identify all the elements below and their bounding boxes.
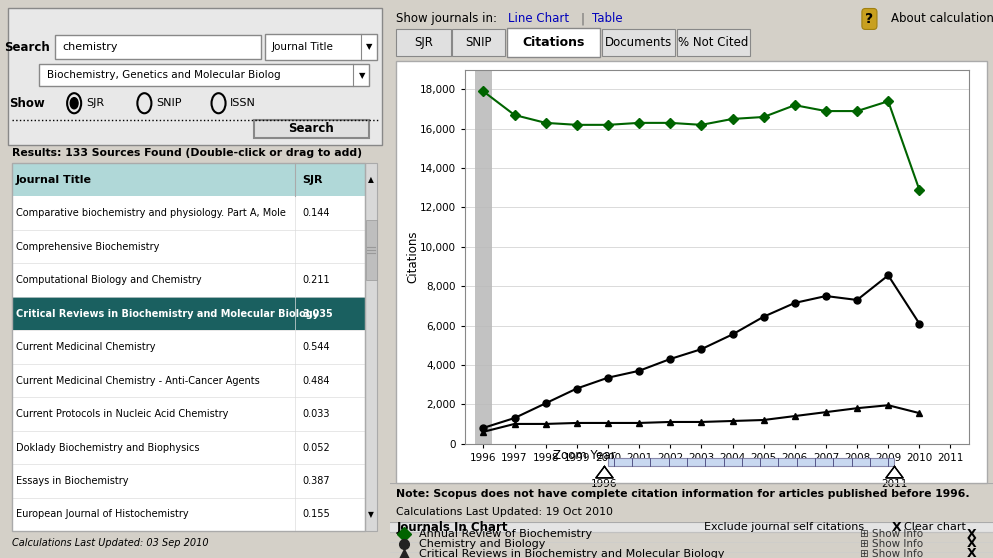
Bar bbox=[12, 498, 364, 531]
Text: ▼: ▼ bbox=[368, 510, 374, 519]
Bar bbox=[12, 364, 364, 397]
Bar bbox=[453, 29, 504, 56]
Text: Search: Search bbox=[4, 41, 51, 54]
Text: Essays in Biochemistry: Essays in Biochemistry bbox=[16, 476, 128, 486]
Bar bbox=[12, 163, 364, 196]
Bar bbox=[390, 28, 993, 59]
Bar bbox=[12, 330, 364, 364]
Bar bbox=[364, 163, 377, 531]
Text: ⊞ Show Info: ⊞ Show Info bbox=[860, 549, 923, 558]
Text: ⊞ Show Info: ⊞ Show Info bbox=[860, 539, 923, 549]
FancyBboxPatch shape bbox=[8, 8, 382, 145]
Text: Journal Title: Journal Title bbox=[16, 175, 91, 185]
Text: 3.035: 3.035 bbox=[303, 309, 334, 319]
FancyBboxPatch shape bbox=[253, 120, 368, 138]
Bar bbox=[396, 29, 451, 56]
Text: 0.155: 0.155 bbox=[303, 509, 331, 519]
Bar bbox=[12, 163, 364, 531]
Text: Show: Show bbox=[10, 97, 46, 110]
Y-axis label: Citations: Citations bbox=[406, 230, 419, 283]
Text: ISSN: ISSN bbox=[230, 98, 256, 108]
Bar bbox=[12, 230, 364, 263]
Circle shape bbox=[71, 98, 78, 109]
Text: Line Chart: Line Chart bbox=[507, 12, 569, 26]
Polygon shape bbox=[886, 466, 903, 478]
Text: ▼: ▼ bbox=[365, 42, 372, 51]
Polygon shape bbox=[596, 466, 613, 478]
Text: 0.144: 0.144 bbox=[303, 208, 330, 218]
Text: European Journal of Histochemistry: European Journal of Histochemistry bbox=[16, 509, 189, 519]
Text: chemistry: chemistry bbox=[63, 42, 118, 52]
Text: 1996: 1996 bbox=[591, 479, 618, 489]
Bar bbox=[12, 196, 364, 230]
Text: Citations: Citations bbox=[522, 36, 585, 50]
Bar bbox=[603, 29, 675, 56]
FancyBboxPatch shape bbox=[55, 35, 261, 59]
Text: SJR: SJR bbox=[414, 36, 433, 49]
Text: About calculations: About calculations bbox=[891, 12, 993, 26]
Text: % Not Cited: % Not Cited bbox=[678, 36, 749, 49]
Bar bbox=[365, 220, 376, 280]
Text: 0.033: 0.033 bbox=[303, 409, 330, 419]
Text: ⊞ Show Info: ⊞ Show Info bbox=[860, 529, 923, 539]
Text: |: | bbox=[580, 12, 584, 26]
Text: SJR: SJR bbox=[85, 98, 104, 108]
Text: Critical Reviews in Biochemistry and Molecular Biology: Critical Reviews in Biochemistry and Mol… bbox=[16, 309, 319, 319]
Text: Results: 133 Sources Found (Double-click or drag to add): Results: 133 Sources Found (Double-click… bbox=[12, 148, 361, 158]
Text: Note: Scopus does not have complete citation information for articles published : Note: Scopus does not have complete cita… bbox=[396, 489, 970, 499]
Bar bbox=[12, 464, 364, 498]
Bar bbox=[390, 522, 993, 532]
Bar bbox=[12, 397, 364, 431]
Text: Comprehensive Biochemistry: Comprehensive Biochemistry bbox=[16, 242, 159, 252]
Text: Show journals in:: Show journals in: bbox=[396, 12, 497, 26]
Text: Comparative biochemistry and physiology. Part A, Mole: Comparative biochemistry and physiology.… bbox=[16, 208, 285, 218]
Text: 0.052: 0.052 bbox=[303, 442, 331, 453]
Text: Table: Table bbox=[592, 12, 623, 26]
Text: Annual Review of Biochemistry: Annual Review of Biochemistry bbox=[419, 529, 592, 539]
Text: X: X bbox=[967, 528, 977, 541]
Bar bbox=[609, 458, 894, 466]
FancyBboxPatch shape bbox=[265, 34, 376, 60]
Bar bbox=[506, 28, 600, 57]
Text: 0.211: 0.211 bbox=[303, 275, 330, 285]
Text: X: X bbox=[967, 547, 977, 558]
Text: ▼: ▼ bbox=[358, 71, 365, 80]
Text: SJR: SJR bbox=[303, 175, 323, 185]
Text: SNIP: SNIP bbox=[466, 36, 492, 49]
Text: SNIP: SNIP bbox=[156, 98, 182, 108]
Bar bbox=[396, 61, 987, 483]
Text: Biochemistry, Genetics and Molecular Biolog: Biochemistry, Genetics and Molecular Bio… bbox=[47, 70, 280, 80]
Text: 0.544: 0.544 bbox=[303, 342, 330, 352]
Bar bbox=[12, 297, 364, 330]
Text: Clear chart: Clear chart bbox=[904, 522, 965, 532]
Text: Doklady Biochemistry and Biophysics: Doklady Biochemistry and Biophysics bbox=[16, 442, 200, 453]
Text: Exclude journal self citations: Exclude journal self citations bbox=[704, 522, 864, 532]
Text: Calculations Last Updated: 19 Oct 2010: Calculations Last Updated: 19 Oct 2010 bbox=[396, 507, 614, 517]
Text: Search: Search bbox=[288, 122, 334, 136]
Text: Critical Reviews in Biochemistry and Molecular Biology: Critical Reviews in Biochemistry and Mol… bbox=[419, 549, 724, 558]
Text: ▲: ▲ bbox=[368, 175, 374, 184]
Bar bbox=[12, 263, 364, 297]
Text: ?: ? bbox=[865, 12, 874, 26]
FancyBboxPatch shape bbox=[39, 64, 368, 86]
Text: Zoom Year: Zoom Year bbox=[553, 449, 616, 461]
Text: Journals In Chart: Journals In Chart bbox=[396, 521, 507, 534]
Text: 0.484: 0.484 bbox=[303, 376, 330, 386]
Bar bbox=[12, 431, 364, 464]
Text: Current Medicinal Chemistry: Current Medicinal Chemistry bbox=[16, 342, 155, 352]
Text: X: X bbox=[967, 537, 977, 550]
Text: Chemistry and Biology: Chemistry and Biology bbox=[419, 539, 545, 549]
Text: Journal Title: Journal Title bbox=[271, 42, 333, 52]
Text: Documents: Documents bbox=[605, 36, 672, 49]
Text: 0.387: 0.387 bbox=[303, 476, 330, 486]
Bar bbox=[475, 70, 492, 444]
Text: Current Protocols in Nucleic Acid Chemistry: Current Protocols in Nucleic Acid Chemis… bbox=[16, 409, 228, 419]
Bar bbox=[676, 29, 750, 56]
Text: 2011: 2011 bbox=[882, 479, 908, 489]
Text: Current Medicinal Chemistry - Anti-Cancer Agents: Current Medicinal Chemistry - Anti-Cance… bbox=[16, 376, 259, 386]
Text: X: X bbox=[892, 521, 902, 534]
Text: Calculations Last Updated: 03 Sep 2010: Calculations Last Updated: 03 Sep 2010 bbox=[12, 538, 209, 548]
Text: Computational Biology and Chemistry: Computational Biology and Chemistry bbox=[16, 275, 202, 285]
